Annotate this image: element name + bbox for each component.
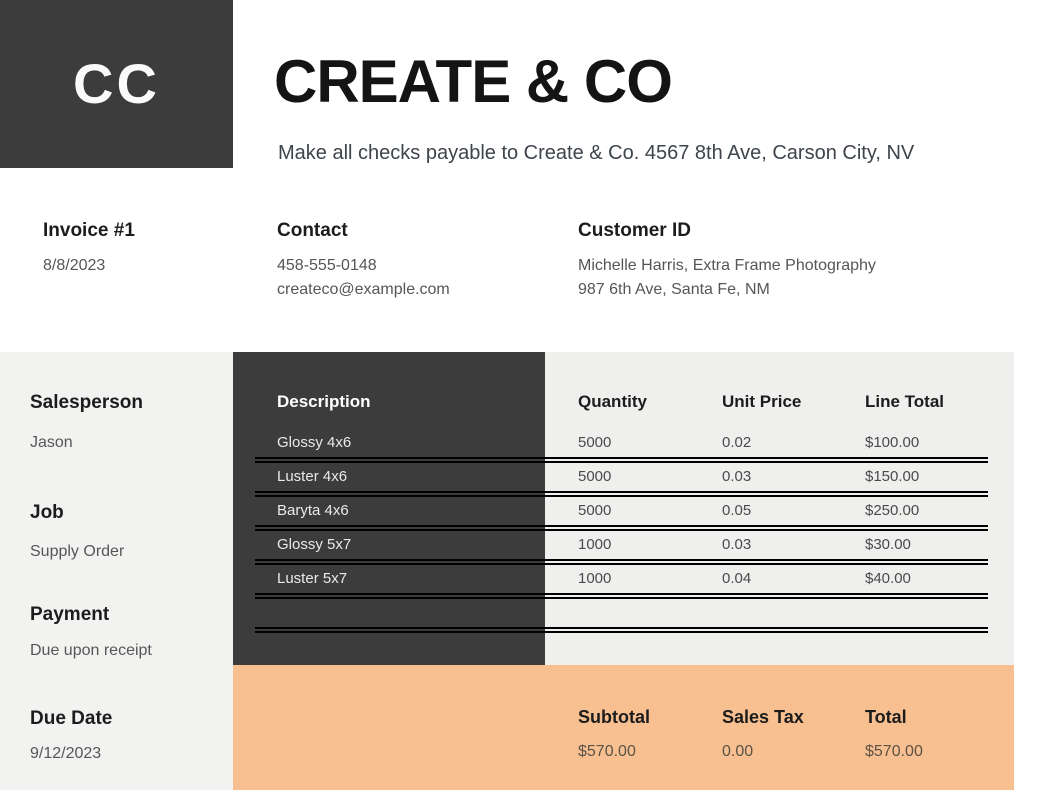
- job-label: Job: [30, 502, 64, 523]
- item-line-total: $100.00: [865, 434, 920, 451]
- table-row: Baryta 4x6 5000 0.05 $250.00: [233, 494, 1014, 531]
- row-separator: [255, 457, 988, 463]
- invoice-number: Invoice #1: [43, 220, 135, 241]
- row-separator: [255, 559, 988, 565]
- invoice-date: 8/8/2023: [43, 257, 106, 274]
- item-unit-price: 0.05: [722, 502, 752, 519]
- details-sidebar: Salesperson Jason Job Supply Order Payme…: [0, 352, 233, 790]
- customer-address: 987 6th Ave, Santa Fe, NM: [578, 281, 770, 298]
- salesperson-label: Salesperson: [30, 392, 143, 413]
- payable-note: Make all checks payable to Create & Co. …: [278, 142, 915, 164]
- item-description: Glossy 5x7: [277, 536, 352, 553]
- contact-email: createco@example.com: [277, 281, 450, 298]
- item-quantity: 1000: [578, 570, 612, 587]
- company-name: CREATE & CO: [274, 48, 673, 115]
- item-unit-price: 0.02: [722, 434, 752, 451]
- item-unit-price: 0.03: [722, 536, 752, 553]
- total-value: $570.00: [865, 743, 923, 760]
- description-column-panel: [233, 352, 545, 665]
- table-row-empty: [233, 630, 1014, 664]
- job-value: Supply Order: [30, 543, 125, 560]
- item-line-total: $250.00: [865, 502, 920, 519]
- subtotal-value: $570.00: [578, 743, 636, 760]
- item-description: Luster 5x7: [277, 570, 348, 587]
- salesperson-value: Jason: [30, 434, 73, 451]
- item-description: Luster 4x6: [277, 468, 348, 485]
- subtotal-label: Subtotal: [578, 707, 650, 727]
- item-unit-price: 0.04: [722, 570, 752, 587]
- due-date-label: Due Date: [30, 708, 113, 729]
- table-row: Luster 4x6 5000 0.03 $150.00: [233, 460, 1014, 497]
- table-row: Luster 5x7 1000 0.04 $40.00: [233, 562, 1014, 599]
- row-separator: [255, 525, 988, 531]
- row-separator: [255, 627, 988, 633]
- table-row: Glossy 5x7 1000 0.03 $30.00: [233, 528, 1014, 565]
- customer-id-label: Customer ID: [578, 220, 691, 241]
- row-separator: [255, 491, 988, 497]
- item-line-total: $30.00: [865, 536, 911, 553]
- total-label: Total: [865, 707, 907, 727]
- table-row: Glossy 4x6 5000 0.02 $100.00: [233, 426, 1014, 463]
- quantity-header: Quantity: [578, 392, 647, 411]
- contact-label: Contact: [277, 220, 348, 241]
- item-quantity: 5000: [578, 434, 612, 451]
- payment-value: Due upon receipt: [30, 642, 152, 659]
- logo-initials: CC: [73, 52, 160, 115]
- items-table-panel: [545, 352, 1014, 665]
- customer-name: Michelle Harris, Extra Frame Photography: [578, 257, 876, 274]
- item-description: Baryta 4x6: [277, 502, 349, 519]
- line-total-header: Line Total: [865, 392, 945, 411]
- item-unit-price: 0.03: [722, 468, 752, 485]
- totals-panel: Subtotal $570.00 Sales Tax 0.00 Total $5…: [233, 665, 1014, 790]
- company-logo: CC: [0, 0, 233, 168]
- description-header: Description: [277, 392, 371, 411]
- row-separator: [255, 593, 988, 599]
- item-quantity: 5000: [578, 468, 612, 485]
- sales-tax-label: Sales Tax: [722, 707, 804, 727]
- due-date-value: 9/12/2023: [30, 745, 102, 762]
- table-row-empty: [233, 596, 1014, 633]
- sales-tax-value: 0.00: [722, 743, 754, 760]
- unit-price-header: Unit Price: [722, 392, 802, 411]
- item-quantity: 1000: [578, 536, 612, 553]
- payment-label: Payment: [30, 604, 110, 625]
- item-line-total: $40.00: [865, 570, 911, 587]
- item-line-total: $150.00: [865, 468, 920, 485]
- item-description: Glossy 4x6: [277, 434, 352, 451]
- item-quantity: 5000: [578, 502, 612, 519]
- contact-phone: 458-555-0148: [277, 257, 377, 274]
